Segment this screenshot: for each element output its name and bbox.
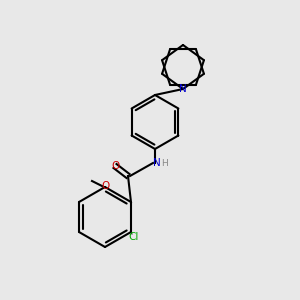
Text: H: H: [162, 160, 168, 169]
Text: N: N: [179, 84, 187, 94]
Text: N: N: [153, 158, 161, 168]
Text: Cl: Cl: [129, 232, 139, 242]
Text: O: O: [111, 161, 119, 171]
Text: O: O: [102, 181, 110, 191]
